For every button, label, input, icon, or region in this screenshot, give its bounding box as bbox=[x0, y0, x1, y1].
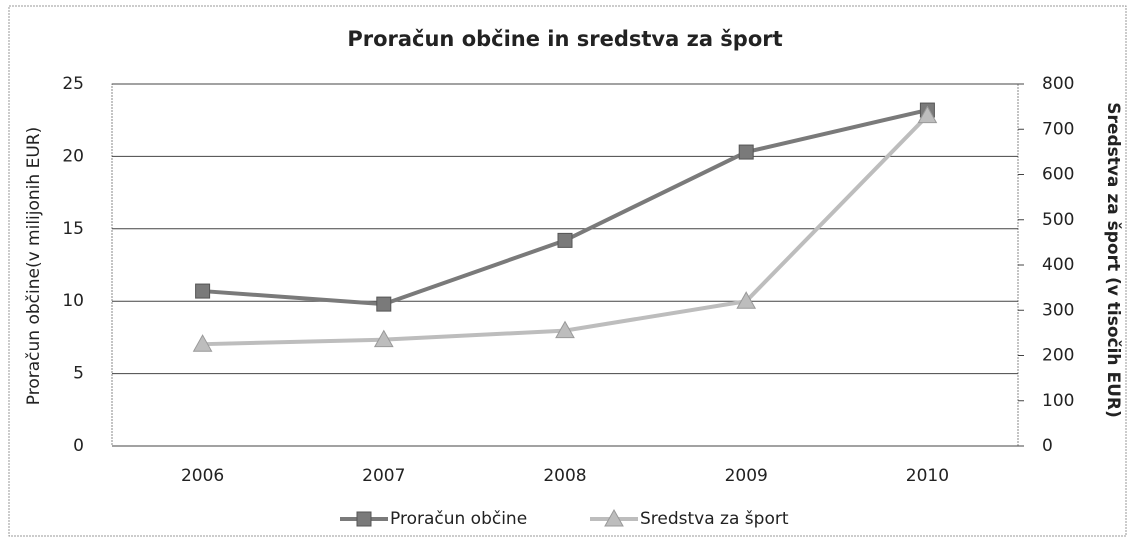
y2-tick-label: 100 bbox=[1042, 391, 1074, 411]
y-tick-label: 25 bbox=[62, 74, 84, 94]
x-tick-label: 2006 bbox=[181, 466, 224, 486]
legend-label: Sredstva za šport bbox=[640, 509, 789, 529]
series-line bbox=[202, 114, 929, 347]
y-tick-label: 0 bbox=[73, 436, 84, 456]
legend-label: Proračun občine bbox=[390, 509, 527, 529]
plot-area bbox=[111, 83, 1019, 447]
y2-tick-label: 200 bbox=[1042, 346, 1074, 366]
y2-tick-label: 600 bbox=[1042, 165, 1074, 185]
series-line bbox=[202, 108, 928, 307]
legend-marker bbox=[356, 511, 372, 527]
data-point bbox=[557, 232, 573, 248]
y2-tick-label: 800 bbox=[1042, 74, 1074, 94]
y2-axis-label: Sredstva za šport (v tisočih EUR) bbox=[1103, 102, 1123, 417]
y2-tick-label: 0 bbox=[1042, 436, 1053, 456]
data-point bbox=[376, 296, 392, 312]
data-point bbox=[555, 320, 575, 339]
data-point bbox=[738, 144, 754, 160]
data-point bbox=[373, 329, 394, 348]
y2-tick-label: 400 bbox=[1042, 255, 1074, 275]
x-tick-label: 2009 bbox=[725, 466, 768, 486]
data-point bbox=[917, 105, 938, 124]
x-tick-label: 2010 bbox=[906, 466, 949, 486]
data-point bbox=[192, 334, 213, 352]
y-tick-label: 20 bbox=[62, 146, 84, 166]
chart-title: Proračun občine in sredstva za šport bbox=[347, 27, 782, 51]
chart-border bbox=[8, 5, 1127, 537]
y-tick-label: 15 bbox=[62, 219, 84, 239]
x-tick-label: 2008 bbox=[543, 466, 586, 486]
y2-tick-label: 700 bbox=[1042, 119, 1074, 139]
y-axis-label: Proračun občine(v milijonih EUR) bbox=[24, 127, 44, 405]
data-point bbox=[736, 291, 757, 309]
y-tick-label: 10 bbox=[62, 291, 84, 311]
y2-tick-label: 500 bbox=[1042, 210, 1074, 230]
y-tick-label: 5 bbox=[73, 364, 84, 384]
data-point bbox=[195, 283, 211, 299]
x-tick-label: 2007 bbox=[362, 466, 405, 486]
y2-tick-label: 300 bbox=[1042, 300, 1074, 320]
legend-marker bbox=[604, 508, 624, 527]
